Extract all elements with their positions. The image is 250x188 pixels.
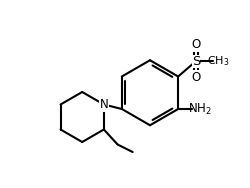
Text: CH$_3$: CH$_3$: [208, 54, 230, 68]
Text: S: S: [192, 55, 200, 67]
Text: O: O: [192, 71, 201, 84]
Text: NH$_2$: NH$_2$: [188, 102, 212, 117]
Text: O: O: [192, 38, 201, 51]
Text: N: N: [100, 98, 108, 111]
